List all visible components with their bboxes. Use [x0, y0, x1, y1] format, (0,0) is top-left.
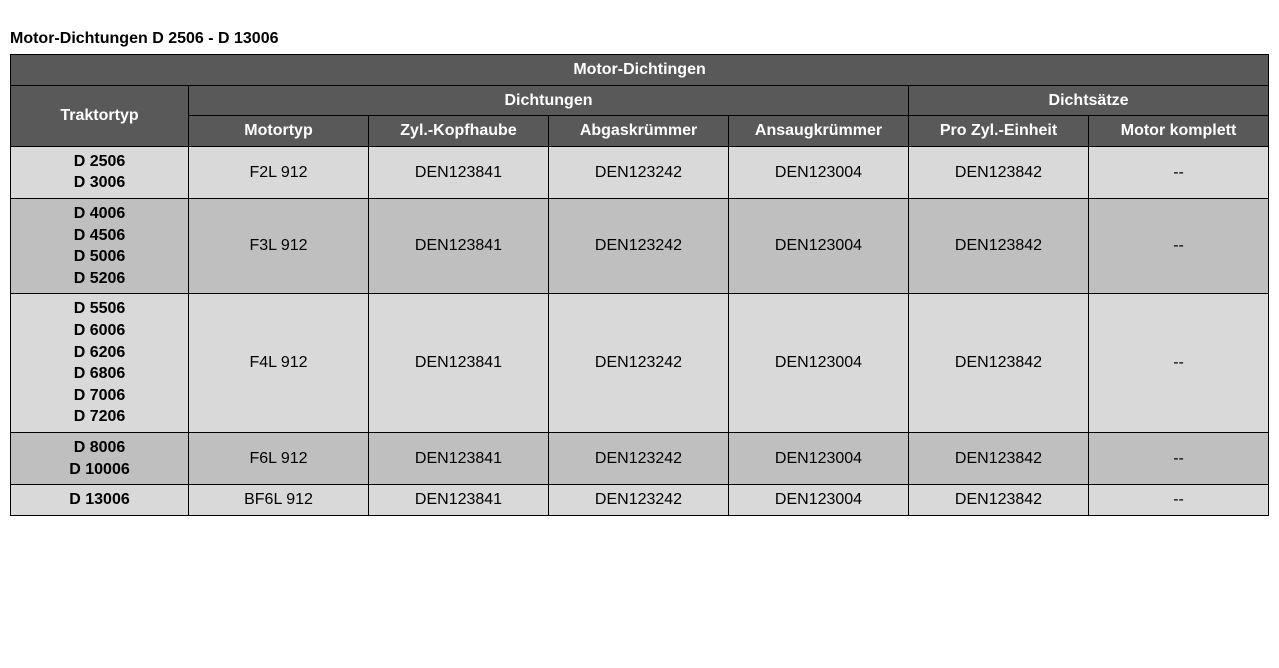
cell-pro-zyl-einheit: DEN123842 — [909, 432, 1089, 484]
traktortyp-value: D 3006 — [17, 172, 182, 194]
cell-pro-zyl-einheit: DEN123842 — [909, 485, 1089, 516]
cell-motor-komplett: -- — [1089, 432, 1269, 484]
cell-motor-komplett: -- — [1089, 198, 1269, 293]
cell-traktortyp: D 2506D 3006 — [11, 146, 189, 198]
cell-traktortyp: D 5506D 6006D 6206D 6806D 7006D 7206 — [11, 294, 189, 433]
table-row: D 4006D 4506D 5006D 5206F3L 912DEN123841… — [11, 198, 1269, 293]
cell-abgaskruemmer: DEN123242 — [549, 485, 729, 516]
cell-motortyp: F2L 912 — [189, 146, 369, 198]
traktortyp-value: D 6206 — [17, 342, 182, 364]
cell-pro-zyl-einheit: DEN123842 — [909, 198, 1089, 293]
cell-ansaugkruemmer: DEN123004 — [729, 294, 909, 433]
cell-traktortyp: D 8006D 10006 — [11, 432, 189, 484]
cell-motortyp: BF6L 912 — [189, 485, 369, 516]
header-super: Motor-Dichtingen — [11, 55, 1269, 86]
table-row: D 5506D 6006D 6206D 6806D 7006D 7206F4L … — [11, 294, 1269, 433]
traktortyp-value: D 7006 — [17, 385, 182, 407]
traktortyp-value: D 4506 — [17, 225, 182, 247]
traktortyp-value: D 5006 — [17, 246, 182, 268]
traktortyp-value: D 6006 — [17, 320, 182, 342]
traktortyp-value: D 4006 — [17, 203, 182, 225]
cell-traktortyp: D 13006 — [11, 485, 189, 516]
cell-abgaskruemmer: DEN123242 — [549, 432, 729, 484]
cell-pro-zyl-einheit: DEN123842 — [909, 294, 1089, 433]
cell-traktortyp: D 4006D 4506D 5006D 5206 — [11, 198, 189, 293]
header-pro-zyl-einheit: Pro Zyl.-Einheit — [909, 116, 1089, 147]
header-group-dichtungen: Dichtungen — [189, 85, 909, 116]
cell-pro-zyl-einheit: DEN123842 — [909, 146, 1089, 198]
cell-abgaskruemmer: DEN123242 — [549, 294, 729, 433]
cell-ansaugkruemmer: DEN123004 — [729, 146, 909, 198]
cell-zyl-kopfhaube: DEN123841 — [369, 294, 549, 433]
cell-motortyp: F6L 912 — [189, 432, 369, 484]
header-traktortyp: Traktortyp — [11, 85, 189, 146]
traktortyp-value: D 2506 — [17, 151, 182, 173]
traktortyp-value: D 10006 — [17, 459, 182, 481]
cell-zyl-kopfhaube: DEN123841 — [369, 485, 549, 516]
motor-dichtungen-table: Motor-Dichtingen Traktortyp Dichtungen D… — [10, 54, 1269, 516]
table-row: D 13006 BF6L 912DEN123841DEN123242DEN1230… — [11, 485, 1269, 516]
traktortyp-value: D 6806 — [17, 363, 182, 385]
cell-motor-komplett: -- — [1089, 485, 1269, 516]
traktortyp-value: D 8006 — [17, 437, 182, 459]
table-head: Motor-Dichtingen Traktortyp Dichtungen D… — [11, 55, 1269, 147]
cell-motortyp: F4L 912 — [189, 294, 369, 433]
header-motortyp: Motortyp — [189, 116, 369, 147]
table-row: D 8006D 10006F6L 912DEN123841DEN123242DE… — [11, 432, 1269, 484]
traktortyp-value: D 5206 — [17, 268, 182, 290]
cell-motor-komplett: -- — [1089, 294, 1269, 433]
header-motor-komplett: Motor komplett — [1089, 116, 1269, 147]
header-zyl-kopfhaube: Zyl.-Kopfhaube — [369, 116, 549, 147]
page-title: Motor-Dichtungen D 2506 - D 13006 — [10, 30, 1269, 48]
cell-abgaskruemmer: DEN123242 — [549, 198, 729, 293]
cell-motor-komplett: -- — [1089, 146, 1269, 198]
table-body: D 2506D 3006F2L 912DEN123841DEN123242DEN… — [11, 146, 1269, 515]
traktortyp-value: D 7206 — [17, 406, 182, 428]
cell-abgaskruemmer: DEN123242 — [549, 146, 729, 198]
cell-motortyp: F3L 912 — [189, 198, 369, 293]
cell-ansaugkruemmer: DEN123004 — [729, 432, 909, 484]
cell-zyl-kopfhaube: DEN123841 — [369, 432, 549, 484]
cell-zyl-kopfhaube: DEN123841 — [369, 198, 549, 293]
header-group-dichtsaetze: Dichtsätze — [909, 85, 1269, 116]
header-abgaskruemmer: Abgaskrümmer — [549, 116, 729, 147]
cell-ansaugkruemmer: DEN123004 — [729, 485, 909, 516]
table-row: D 2506D 3006F2L 912DEN123841DEN123242DEN… — [11, 146, 1269, 198]
cell-ansaugkruemmer: DEN123004 — [729, 198, 909, 293]
cell-zyl-kopfhaube: DEN123841 — [369, 146, 549, 198]
traktortyp-value: D 5506 — [17, 298, 182, 320]
header-ansaugkruemmer: Ansaugkrümmer — [729, 116, 909, 147]
traktortyp-value: D 13006 — [17, 489, 182, 511]
